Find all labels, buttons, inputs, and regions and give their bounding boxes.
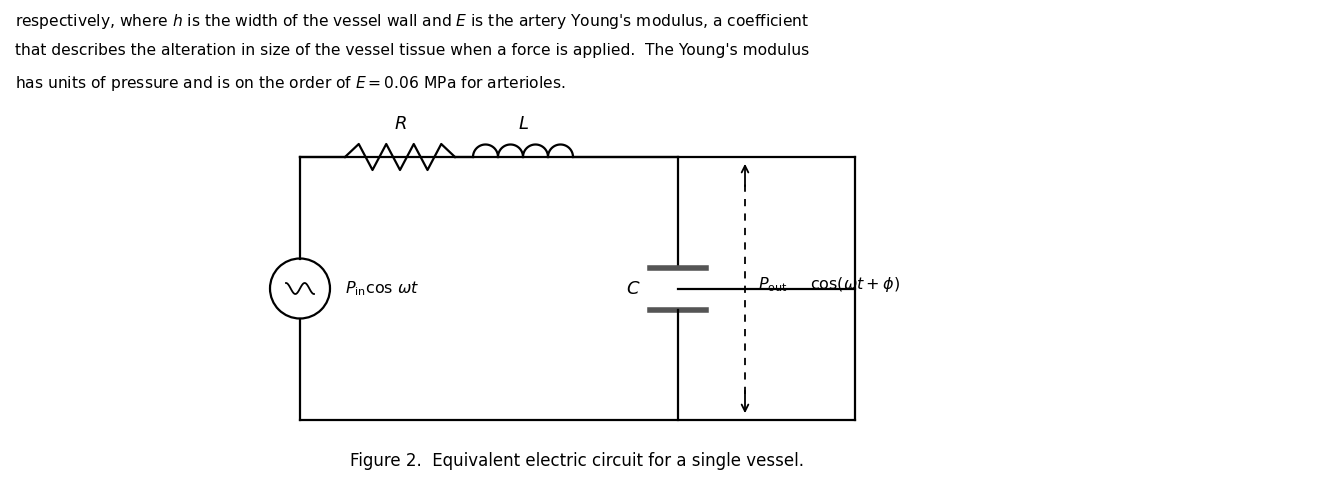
Text: $P_{\mathrm{in}}\cos\,\omega t$: $P_{\mathrm{in}}\cos\,\omega t$ <box>345 279 419 298</box>
Text: Figure 2.  Equivalent electric circuit for a single vessel.: Figure 2. Equivalent electric circuit fo… <box>350 452 804 470</box>
Text: $\cos(\omega t+\phi)$: $\cos(\omega t+\phi)$ <box>811 275 900 294</box>
Text: $C$: $C$ <box>626 279 640 298</box>
Text: respectively, where $h$ is the width of the vessel wall and $E$ is the artery Yo: respectively, where $h$ is the width of … <box>15 12 809 31</box>
Text: $L$: $L$ <box>518 115 528 133</box>
Text: $P_{\mathrm{out}}$: $P_{\mathrm{out}}$ <box>757 275 788 294</box>
Text: has units of pressure and is on the order of $E = 0.06$ MPa for arterioles.: has units of pressure and is on the orde… <box>15 74 566 93</box>
Text: $R$: $R$ <box>394 115 406 133</box>
Text: that describes the alteration in size of the vessel tissue when a force is appli: that describes the alteration in size of… <box>15 43 809 58</box>
